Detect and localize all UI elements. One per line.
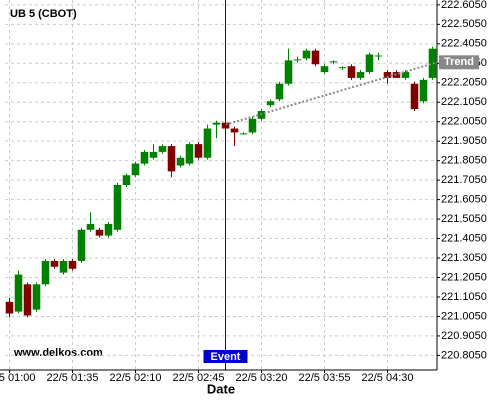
y-tick-label: 220.8050 <box>441 349 487 361</box>
candle-body <box>302 50 311 59</box>
candle-body <box>194 144 203 158</box>
candle-body <box>149 151 158 158</box>
candle-body <box>77 229 86 261</box>
y-tick-label: 221.4050 <box>441 232 487 244</box>
y-tick-label: 221.0050 <box>441 310 487 322</box>
candle-body <box>95 229 104 236</box>
candle-body <box>356 72 365 78</box>
candle-body <box>122 175 131 185</box>
candle-body <box>374 55 383 57</box>
candle-body <box>275 83 284 100</box>
candle-body <box>392 72 401 78</box>
y-tick-label: 222.0050 <box>441 116 487 128</box>
candle-body <box>401 72 410 78</box>
y-tick-label: 221.7050 <box>441 174 487 186</box>
candle-body <box>365 54 374 73</box>
candle-body <box>158 146 167 152</box>
y-tick-label: 222.1050 <box>441 96 487 108</box>
candle-body <box>293 59 302 61</box>
trend-label: Trend <box>444 56 474 68</box>
candle-body <box>14 274 23 312</box>
candle-body <box>311 50 320 65</box>
x-tick-label: 22/5 02:10 <box>110 372 162 384</box>
y-tick-label: 221.6050 <box>441 194 487 206</box>
candle-body <box>212 122 221 125</box>
candle-body <box>68 260 77 269</box>
x-axis-title: Date <box>207 381 235 396</box>
candle-body <box>284 60 293 84</box>
candle-body <box>383 72 392 78</box>
candle-body <box>131 163 140 176</box>
candle-body <box>176 157 185 166</box>
candle-body <box>104 223 113 236</box>
candle-body <box>50 260 59 267</box>
candle-body <box>410 83 419 110</box>
y-tick-label: 221.9050 <box>441 135 487 147</box>
candle-body <box>59 260 68 273</box>
candle-body <box>32 284 41 310</box>
chart-title: UB 5 (CBOT) <box>10 8 77 20</box>
y-tick-label: 222.6050 <box>441 0 487 11</box>
y-tick-label: 221.8050 <box>441 155 487 167</box>
y-tick-label: 221.3050 <box>441 252 487 264</box>
candle-body <box>419 79 428 102</box>
y-tick-label: 221.1050 <box>441 291 487 303</box>
candle-body <box>86 223 95 230</box>
candle-body <box>338 67 347 69</box>
x-tick-label: 22/5 03:55 <box>299 372 351 384</box>
event-label: Event <box>211 351 241 363</box>
candle-body <box>347 66 356 78</box>
y-tick-label: 221.5050 <box>441 213 487 225</box>
x-tick-label: 22/5 04:30 <box>362 372 414 384</box>
y-tick-label: 220.9050 <box>441 330 487 342</box>
candle-body <box>248 118 257 133</box>
candle-body <box>230 128 239 133</box>
watermark: www.delkos.com <box>13 347 103 359</box>
y-tick-label: 222.2050 <box>441 77 487 89</box>
candle-body <box>428 48 437 78</box>
trend-line <box>225 61 438 126</box>
x-tick-label: 22/5 02:45 <box>173 372 225 384</box>
candle-body <box>185 144 194 164</box>
candle-body <box>266 101 275 106</box>
event-label-box <box>203 350 248 363</box>
candle-body <box>239 133 248 135</box>
candle-body <box>329 61 338 63</box>
candle-body <box>320 66 329 73</box>
trend-label-box <box>439 55 479 70</box>
candle-body <box>5 301 14 314</box>
candle-body <box>41 260 50 285</box>
y-tick-label: 222.5050 <box>441 18 487 30</box>
y-tick-label: 221.2050 <box>441 271 487 283</box>
candle-body <box>167 146 176 172</box>
x-tick-label: 22/5 01:35 <box>47 372 99 384</box>
y-tick-label: 222.4050 <box>441 38 487 50</box>
candle-body <box>203 128 212 158</box>
candle-body <box>113 185 122 230</box>
candle-body <box>140 151 149 164</box>
candle-body <box>23 284 32 316</box>
x-tick-label: 22/5 03:20 <box>236 372 288 384</box>
x-tick-label: 22/5 01:00 <box>0 372 36 384</box>
